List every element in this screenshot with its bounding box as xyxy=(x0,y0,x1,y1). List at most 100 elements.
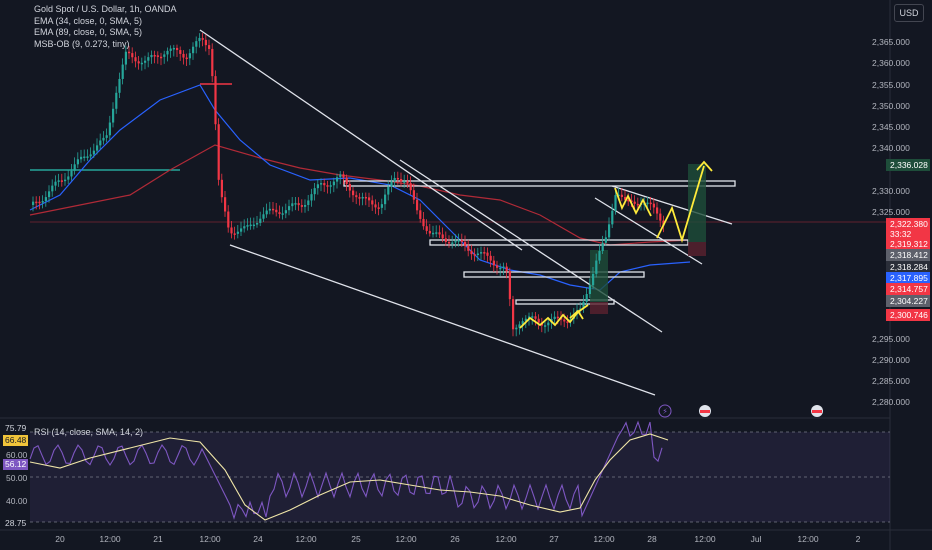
candle-body xyxy=(646,202,649,205)
candle-body xyxy=(268,208,271,211)
time-tick: 24 xyxy=(253,534,263,544)
time-tick: 28 xyxy=(647,534,657,544)
candle-body xyxy=(556,316,559,319)
price-tick: 2,285.000 xyxy=(872,376,910,386)
candle-body xyxy=(620,194,623,198)
candle-body xyxy=(633,201,636,204)
candle-body xyxy=(246,225,249,227)
price-label: 2,304.227 xyxy=(886,295,930,307)
candle-body xyxy=(512,299,515,330)
price-label: 2,300.746 xyxy=(886,309,930,321)
candle-body xyxy=(147,57,150,61)
candle-body xyxy=(86,156,89,158)
candle-body xyxy=(128,51,131,54)
time-tick: 12:00 xyxy=(495,534,517,544)
candle-body xyxy=(652,203,655,208)
candle-body xyxy=(656,207,659,214)
candle-body xyxy=(374,204,377,208)
candle-body xyxy=(396,177,399,180)
candle-body xyxy=(179,50,182,54)
time-tick: 27 xyxy=(549,534,559,544)
support-box-2 xyxy=(463,271,645,278)
symbol-title[interactable]: Gold Spot / U.S. Dollar, 1h, OANDA xyxy=(34,4,177,14)
candle-body xyxy=(502,266,505,269)
candle-body xyxy=(419,210,422,219)
candle-body xyxy=(265,210,268,215)
candle-body xyxy=(236,231,239,234)
candle-body xyxy=(496,265,499,268)
candle-body xyxy=(60,180,63,182)
candle-body xyxy=(438,232,441,235)
time-tick: 26 xyxy=(450,534,460,544)
price-tick: 2,350.000 xyxy=(872,101,910,111)
candle-body xyxy=(476,253,479,256)
candle-body xyxy=(233,233,236,235)
chart-legend: Gold Spot / U.S. Dollar, 1h, OANDA EMA (… xyxy=(34,4,177,50)
rsi-line xyxy=(29,420,663,520)
candle-body xyxy=(441,234,444,239)
candle-body xyxy=(345,177,348,184)
candle-body xyxy=(156,55,159,57)
candle-body xyxy=(316,184,319,189)
candle-body xyxy=(211,48,214,77)
candle-body xyxy=(137,61,140,64)
price-tick: 2,365.000 xyxy=(872,37,910,47)
candle-body xyxy=(425,226,428,231)
stop-box-2 xyxy=(688,242,706,256)
candle-body xyxy=(486,252,489,256)
time-tick: 21 xyxy=(153,534,163,544)
candle-body xyxy=(563,319,566,322)
trendline-lower xyxy=(229,244,656,396)
rsi-ma-line xyxy=(29,433,669,521)
price-tick: 2,360.000 xyxy=(872,58,910,68)
ema-89-legend[interactable]: EMA (89, close, 0, SMA, 5) xyxy=(34,27,143,37)
candle-body xyxy=(406,181,409,184)
support-box-3 xyxy=(515,299,615,305)
candle-body xyxy=(524,318,527,322)
candle-body xyxy=(457,240,460,242)
candle-body xyxy=(201,37,204,40)
msb-ob-legend[interactable]: MSB-OB (9, 0.273, tiny) xyxy=(34,38,130,49)
candle-body xyxy=(585,294,588,302)
rsi-value-label: 75.79 xyxy=(3,423,29,434)
ema-34-legend[interactable]: EMA (34, close, 0, SMA, 5) xyxy=(34,15,143,26)
candle-body xyxy=(70,170,73,177)
rsi-legend[interactable]: RSI (14, close, SMA, 14, 2) xyxy=(34,427,144,437)
candle-body xyxy=(403,181,406,183)
candle-body xyxy=(508,271,511,300)
candle-body xyxy=(492,260,495,266)
candle-body xyxy=(73,164,76,171)
candle-body xyxy=(336,177,339,182)
candle-body xyxy=(387,186,390,195)
candle-body xyxy=(259,218,262,223)
candle-body xyxy=(96,145,99,151)
rsi-tick: 40.00 xyxy=(6,496,28,506)
lightning-event-icon[interactable] xyxy=(658,404,672,418)
candle-body xyxy=(38,201,41,204)
candle-body xyxy=(339,174,342,178)
candle-body xyxy=(313,188,316,195)
time-tick: 20 xyxy=(55,534,65,544)
candle-body xyxy=(361,196,364,199)
candle-body xyxy=(435,232,438,234)
candle-body xyxy=(617,194,620,197)
currency-button[interactable]: USD xyxy=(894,4,924,22)
price-tick: 2,325.000 xyxy=(872,207,910,217)
resistance-box xyxy=(343,180,736,187)
candle-body xyxy=(483,252,486,254)
candle-body xyxy=(444,238,447,242)
candle-body xyxy=(428,230,431,234)
price-label: 2,314.757 xyxy=(886,283,930,295)
candle-body xyxy=(582,301,585,309)
candle-body xyxy=(598,250,601,261)
time-tick: 25 xyxy=(351,534,361,544)
candle-body xyxy=(627,199,630,202)
candle-body xyxy=(188,53,191,59)
candle-body xyxy=(400,178,403,182)
svg-text:⚡: ⚡ xyxy=(662,407,668,416)
candle-body xyxy=(121,64,124,79)
candle-body xyxy=(307,200,310,205)
candle-body xyxy=(380,204,383,208)
stop-box xyxy=(590,302,608,314)
